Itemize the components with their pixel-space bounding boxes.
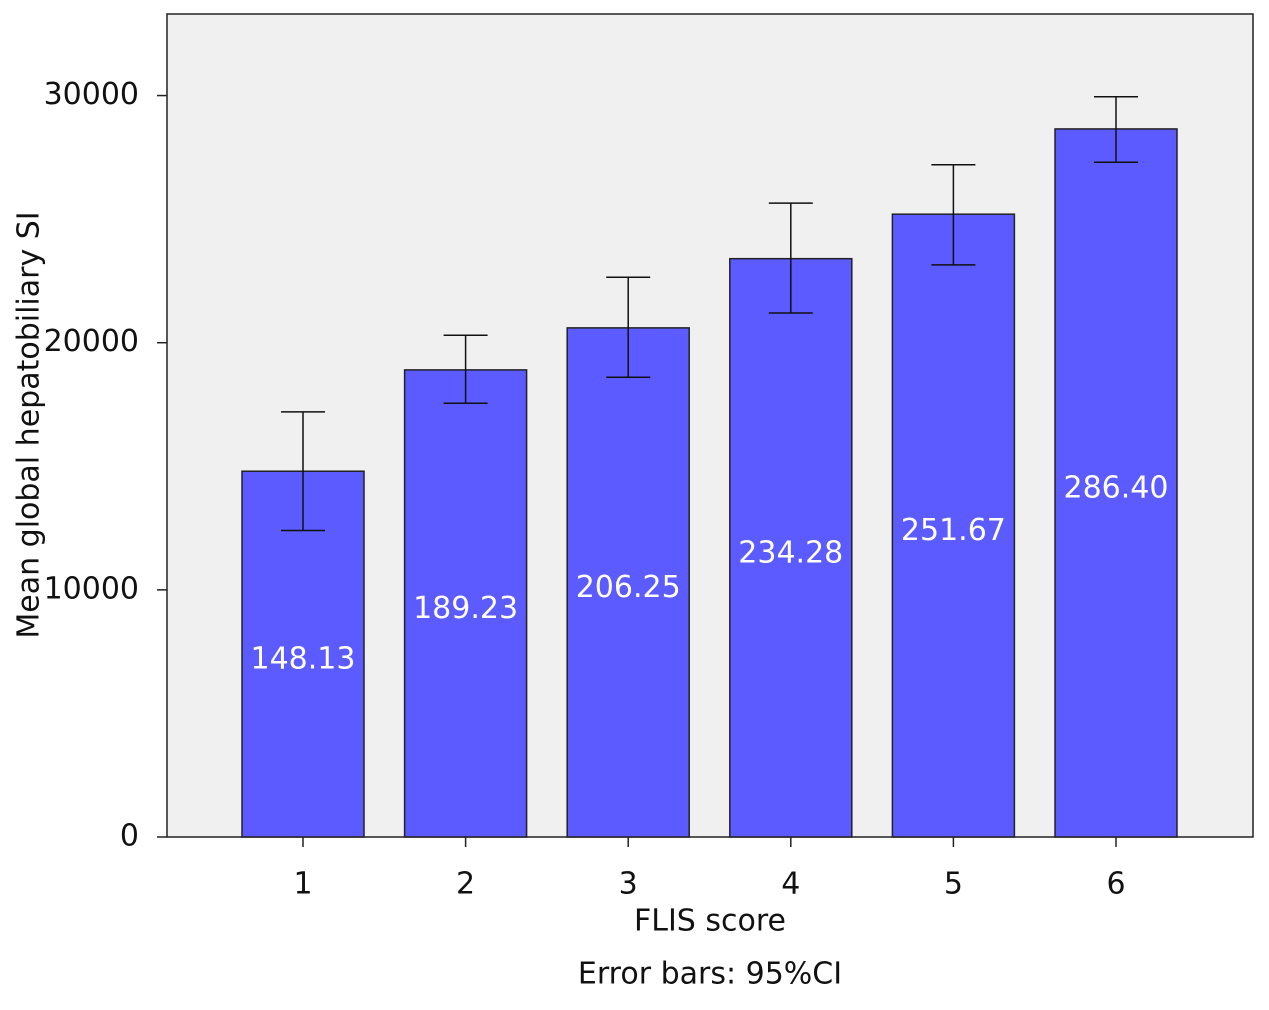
bar-label: 286.40 — [1064, 470, 1169, 505]
bar-label: 189.23 — [413, 591, 518, 626]
x-tick-label: 1 — [293, 867, 312, 902]
bar — [1054, 128, 1178, 838]
footnote: Error bars: 95%CI — [578, 957, 842, 992]
bar-label: 234.28 — [738, 535, 843, 570]
bar — [891, 213, 1016, 838]
x-tick-label: 6 — [1106, 867, 1125, 902]
y-tick-label: 20000 — [44, 324, 139, 359]
y-tick-label: 30000 — [44, 77, 139, 112]
y-axis-title: Mean global hepatobiliary SI — [12, 211, 47, 638]
bar — [729, 257, 853, 838]
x-axis-title: FLIS score — [634, 904, 786, 939]
y-tick-label: 10000 — [44, 571, 139, 606]
y-tick-label: 0 — [120, 819, 139, 854]
bar-label: 148.13 — [251, 642, 356, 677]
bar — [403, 369, 528, 838]
x-tick-label: 2 — [456, 867, 475, 902]
bar-label: 251.67 — [901, 513, 1006, 548]
x-tick-label: 4 — [781, 867, 800, 902]
bar-label: 206.25 — [576, 570, 681, 605]
x-tick-label: 3 — [619, 867, 638, 902]
x-tick-label: 5 — [944, 867, 963, 902]
